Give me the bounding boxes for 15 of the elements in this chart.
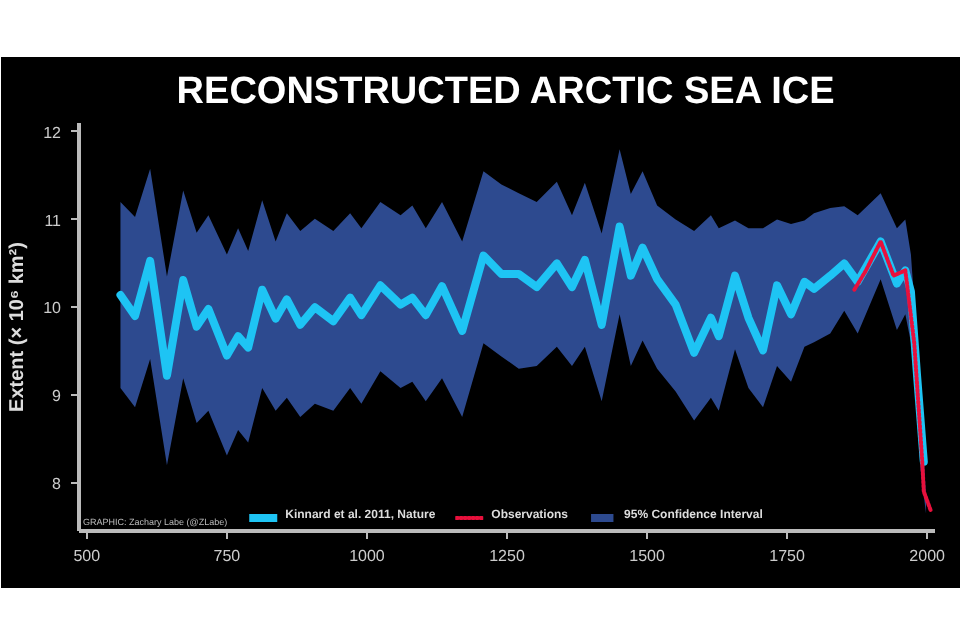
y-tick-label: 12 (43, 123, 63, 142)
x-tick-label: 1000 (349, 547, 386, 565)
y-tick-label: 8 (52, 474, 63, 493)
y-tick-label: 10 (43, 299, 63, 318)
y-axis-title: Extent (× 10⁶ km²) (7, 242, 30, 412)
x-tick-label: 1500 (629, 547, 666, 565)
x-tick-label: 1750 (769, 547, 806, 565)
x-tick-label: 2000 (909, 547, 947, 565)
x-tick-label: 500 (73, 547, 102, 565)
y-tick-label: 9 (52, 387, 63, 405)
y-tick-label: 11 (44, 211, 63, 230)
x-tick-label: 1250 (489, 547, 526, 565)
x-tick-label: 750 (213, 547, 242, 565)
line-series (852, 239, 933, 512)
chart-title: RECONSTRUCTED ARCTIC SEA ICE (176, 71, 835, 113)
